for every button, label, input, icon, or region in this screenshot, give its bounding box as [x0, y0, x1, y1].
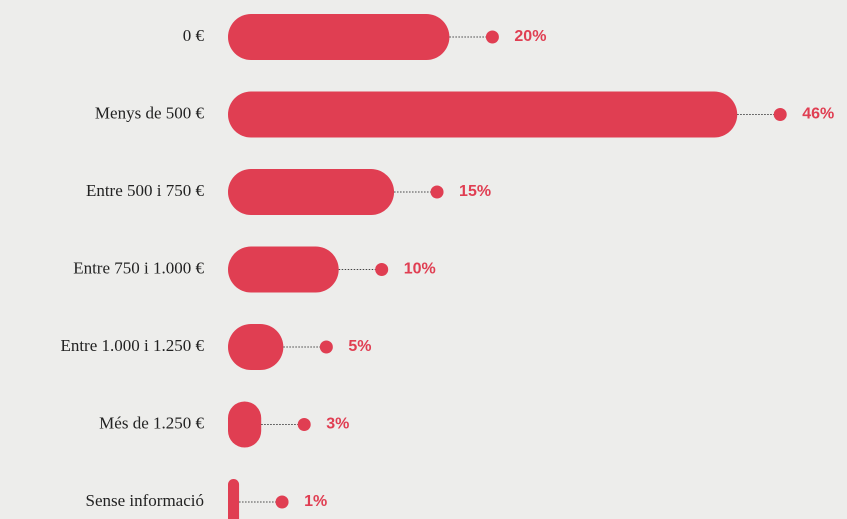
value-label: 15%: [459, 183, 491, 200]
bar: [228, 169, 395, 215]
bar: [228, 14, 450, 60]
leader-dot: [430, 185, 444, 199]
bar: [228, 479, 240, 519]
value-label: 5%: [348, 338, 371, 355]
category-label: 0 €: [183, 26, 205, 45]
bar: [228, 401, 262, 448]
category-label: Entre 750 i 1.000 €: [73, 258, 204, 277]
category-label: Entre 1.000 i 1.250 €: [60, 336, 204, 355]
value-label: 1%: [304, 493, 327, 510]
value-label: 46%: [802, 106, 834, 123]
value-label: 20%: [514, 28, 546, 45]
leader-dot: [297, 418, 311, 431]
leader-dot: [485, 30, 499, 44]
leader-dot: [375, 263, 389, 276]
bar: [228, 246, 339, 293]
category-label: Sense informació: [86, 491, 205, 510]
leader-dot: [773, 108, 787, 121]
category-label: Entre 500 i 750 €: [86, 181, 205, 200]
category-label: Més de 1.250 €: [99, 413, 204, 432]
category-label: Menys de 500 €: [95, 103, 205, 122]
value-label: 10%: [404, 261, 436, 278]
bar: [228, 324, 284, 370]
bar: [228, 91, 738, 138]
leader-dot: [319, 340, 333, 354]
value-label: 3%: [326, 416, 349, 433]
leader-dot: [275, 495, 289, 509]
